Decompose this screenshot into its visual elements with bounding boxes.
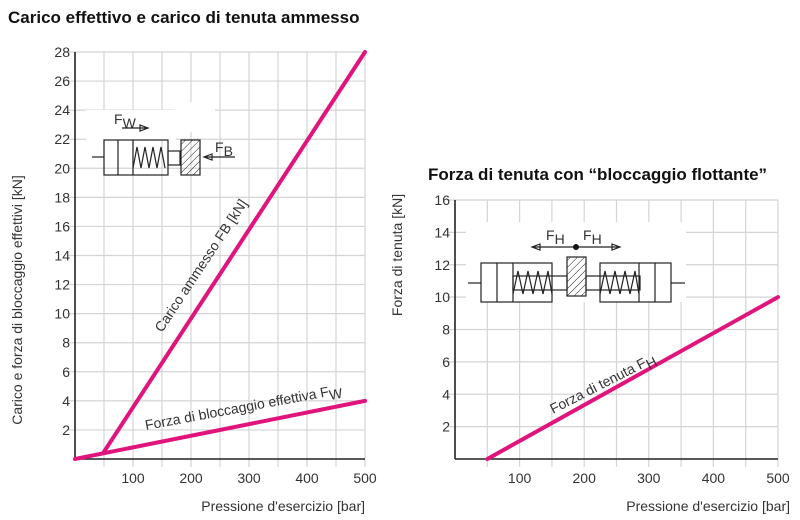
y-tick-label: 24 (54, 102, 70, 118)
x-tick-label: 200 (573, 470, 597, 486)
x-tick-label: 500 (353, 470, 377, 486)
chart2-title: Forza di tenuta con “bloccaggio flottant… (428, 165, 767, 184)
y-tick-label: 2 (62, 422, 70, 438)
y-tick-label: 16 (434, 192, 450, 208)
y-tick-label: 26 (54, 73, 70, 89)
y-tick-label: 12 (54, 277, 70, 293)
y-tick-label: 16 (54, 218, 70, 234)
x-tick-label: 400 (702, 470, 726, 486)
y-tick-label: 6 (442, 354, 450, 370)
y-tick-label: 2 (442, 419, 450, 435)
y-tick-label: 6 (62, 364, 70, 380)
series-line-1 (73, 398, 367, 461)
series-label-fw: Forza di bloccaggio effettiva FW (144, 381, 345, 437)
x-tick-label: 500 (766, 470, 790, 486)
y-tick-label: 12 (434, 257, 450, 273)
y-tick-label: 28 (54, 44, 70, 60)
clamp-diagram-2: FH FH (466, 222, 686, 303)
y-tick-label: 10 (434, 289, 450, 305)
chart2-x-axis-label: Pressione d'esercizio [bar] (626, 498, 790, 514)
y-tick-label: 8 (442, 322, 450, 338)
y-tick-label: 18 (54, 189, 70, 205)
x-tick-label: 100 (121, 470, 145, 486)
x-tick-label: 300 (237, 470, 261, 486)
fw-label: FW (114, 111, 137, 131)
y-tick-label: 20 (54, 160, 70, 176)
series-line-0 (485, 295, 780, 461)
fb-label: FB (215, 139, 233, 159)
y-tick-label: 14 (54, 248, 70, 264)
x-tick-label: 400 (295, 470, 319, 486)
y-tick-label: 4 (442, 386, 450, 402)
series-label-fh: Forza di tenuta FH (547, 350, 659, 420)
chart2-plot: 100 200 300 400 500 2 4 6 8 10 12 14 16 (434, 192, 789, 486)
x-tick-label: 100 (508, 470, 532, 486)
fh-label-left: FH (546, 227, 565, 247)
y-tick-label: 4 (62, 393, 70, 409)
x-tick-label: 200 (179, 470, 203, 486)
y-tick-label: 22 (54, 131, 70, 147)
y-tick-label: 8 (62, 335, 70, 351)
clamp-diagram-1: FW FB (86, 102, 235, 176)
chart1-x-axis-label: Pressione d'esercizio [bar] (201, 498, 365, 514)
chart1-title: Carico effettivo e carico di tenuta amme… (8, 8, 359, 27)
chart2-y-axis-label: Forza di tenuta [kN] (389, 194, 405, 316)
y-tick-label: 14 (434, 224, 450, 240)
x-tick-label: 300 (637, 470, 661, 486)
chart1-y-axis-label: Carico e forza di bloccaggio effettivi [… (9, 175, 25, 425)
fh-label-right: FH (583, 227, 602, 247)
series-line-0 (102, 50, 367, 454)
y-tick-label: 10 (54, 306, 70, 322)
